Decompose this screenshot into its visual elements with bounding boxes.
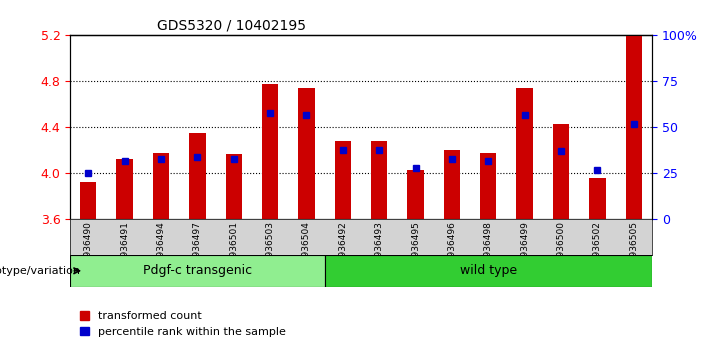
Bar (480, 153, 496, 219)
FancyBboxPatch shape (325, 255, 652, 287)
FancyBboxPatch shape (70, 255, 325, 287)
Text: GSM936492: GSM936492 (339, 221, 347, 276)
Bar (334, 141, 351, 219)
Bar (116, 159, 132, 219)
Bar (407, 170, 423, 219)
Text: GSM936499: GSM936499 (520, 221, 529, 276)
Bar (625, 35, 642, 219)
Text: GSM936504: GSM936504 (302, 221, 311, 276)
Text: GSM936497: GSM936497 (193, 221, 202, 276)
Bar (299, 88, 315, 219)
Bar (517, 88, 533, 219)
Bar (371, 141, 388, 219)
Text: GSM936496: GSM936496 (447, 221, 456, 276)
Text: GSM936505: GSM936505 (629, 221, 638, 276)
Bar (153, 153, 169, 219)
Text: GSM936500: GSM936500 (557, 221, 566, 276)
Bar (590, 178, 606, 219)
Bar (189, 133, 205, 219)
Text: GSM936490: GSM936490 (84, 221, 93, 276)
Text: GSM936498: GSM936498 (484, 221, 493, 276)
Text: GDS5320 / 10402195: GDS5320 / 10402195 (158, 19, 306, 33)
Bar (80, 182, 97, 219)
Text: GSM936495: GSM936495 (411, 221, 420, 276)
Text: genotype/variation: genotype/variation (0, 266, 80, 276)
Bar (553, 124, 569, 219)
Bar (262, 84, 278, 219)
Text: GSM936494: GSM936494 (156, 221, 165, 276)
Legend: transformed count, percentile rank within the sample: transformed count, percentile rank withi… (76, 307, 290, 341)
Text: GSM936502: GSM936502 (593, 221, 602, 276)
Text: wild type: wild type (460, 264, 517, 277)
Text: Pdgf-c transgenic: Pdgf-c transgenic (143, 264, 252, 277)
Text: GSM936493: GSM936493 (375, 221, 383, 276)
Bar (226, 154, 242, 219)
Text: GSM936501: GSM936501 (229, 221, 238, 276)
Text: GSM936491: GSM936491 (120, 221, 129, 276)
Text: GSM936503: GSM936503 (266, 221, 275, 276)
Bar (444, 150, 460, 219)
